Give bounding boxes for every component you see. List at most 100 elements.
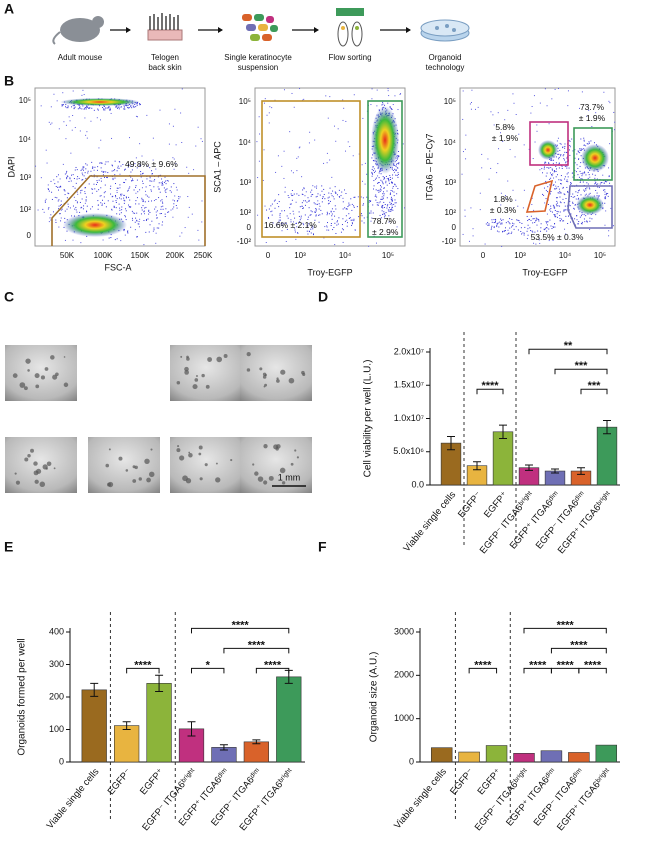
organoid	[198, 445, 203, 450]
event-dot	[75, 182, 77, 184]
bar	[243, 741, 269, 763]
event-dot	[129, 206, 131, 208]
event-dot	[50, 123, 52, 125]
event-dot	[127, 190, 129, 192]
event-dot	[141, 207, 143, 209]
x-tick-label: 200K	[166, 251, 185, 260]
event-dot	[548, 167, 550, 169]
event-dot	[123, 199, 125, 201]
event-dot	[554, 214, 556, 216]
event-dot	[395, 185, 397, 187]
event-dot	[589, 192, 591, 194]
event-dot	[392, 169, 394, 171]
event-dot	[578, 189, 580, 191]
event-dot	[337, 128, 339, 130]
event-dot	[462, 118, 464, 120]
event-dot	[387, 209, 389, 211]
organoid	[63, 382, 69, 388]
organoid	[14, 472, 17, 475]
event-dot	[348, 217, 350, 219]
event-dot	[78, 177, 80, 179]
event-dot	[188, 206, 190, 208]
event-dot	[389, 203, 391, 205]
event-dot	[69, 207, 71, 209]
gate-label-line: 5.8%	[495, 122, 515, 132]
event-dot	[340, 195, 342, 197]
event-dot	[397, 157, 399, 159]
event-dot	[160, 213, 162, 215]
event-dot	[299, 88, 301, 90]
y-tick-label: 10³	[239, 178, 251, 187]
event-dot	[572, 196, 574, 198]
panel-letter: F	[318, 539, 327, 555]
event-dot	[540, 223, 542, 225]
event-dot	[391, 208, 393, 210]
error-bar	[122, 721, 131, 730]
event-dot	[298, 211, 300, 213]
event-dot	[550, 166, 552, 168]
event-dot	[58, 128, 60, 130]
event-dot	[268, 208, 270, 210]
event-dot	[170, 209, 172, 211]
event-dot	[562, 187, 564, 189]
organoid	[188, 451, 191, 454]
event-dot	[391, 200, 393, 202]
event-dot	[96, 169, 98, 171]
significance-bracket	[523, 627, 607, 634]
event-dot	[125, 197, 127, 199]
event-dot	[556, 144, 558, 146]
event-dot	[82, 174, 84, 176]
event-dot	[319, 194, 321, 196]
event-dot	[116, 191, 118, 193]
event-dot	[58, 205, 60, 207]
event-dot	[560, 175, 562, 177]
event-dot	[61, 105, 63, 107]
event-dot	[139, 103, 141, 105]
y-tick-label: 3000	[394, 626, 414, 636]
event-dot	[395, 165, 397, 167]
event-dot	[585, 145, 587, 147]
step-label-line: Flow sorting	[328, 53, 371, 62]
event-dot	[112, 177, 114, 179]
error-bar	[603, 419, 611, 435]
event-dot	[502, 219, 504, 221]
event-dot	[517, 219, 519, 221]
event-dot	[609, 182, 611, 184]
event-dot	[555, 168, 557, 170]
event-dot	[508, 233, 510, 235]
event-dot	[388, 221, 390, 223]
event-dot	[80, 207, 82, 209]
event-dot	[118, 108, 120, 110]
event-dot	[388, 210, 390, 212]
event-dot	[49, 217, 51, 219]
event-dot	[72, 174, 74, 176]
bar	[81, 689, 107, 763]
event-dot	[531, 106, 533, 108]
significance-label: ****	[570, 639, 588, 651]
event-dot	[511, 218, 513, 220]
event-dot	[142, 205, 144, 207]
event-dot	[67, 192, 69, 194]
event-dot	[383, 177, 385, 179]
event-dot	[53, 179, 55, 181]
event-dot	[357, 196, 359, 198]
event-dot	[123, 169, 125, 171]
event-dot	[361, 180, 363, 182]
event-dot	[131, 169, 133, 171]
organoid	[132, 465, 136, 469]
event-dot	[546, 221, 548, 223]
event-dot	[136, 236, 138, 238]
event-dot	[545, 221, 547, 223]
event-dot	[520, 230, 522, 232]
event-dot	[378, 191, 380, 193]
event-dot	[559, 190, 561, 192]
event-dot	[564, 176, 566, 178]
event-dot	[333, 226, 335, 228]
event-dot	[291, 195, 293, 197]
event-dot	[73, 196, 75, 198]
event-dot	[107, 107, 109, 109]
event-dot	[598, 186, 600, 188]
event-dot	[518, 220, 520, 222]
x-tick-label: 10³	[294, 251, 306, 260]
event-dot	[304, 195, 306, 197]
